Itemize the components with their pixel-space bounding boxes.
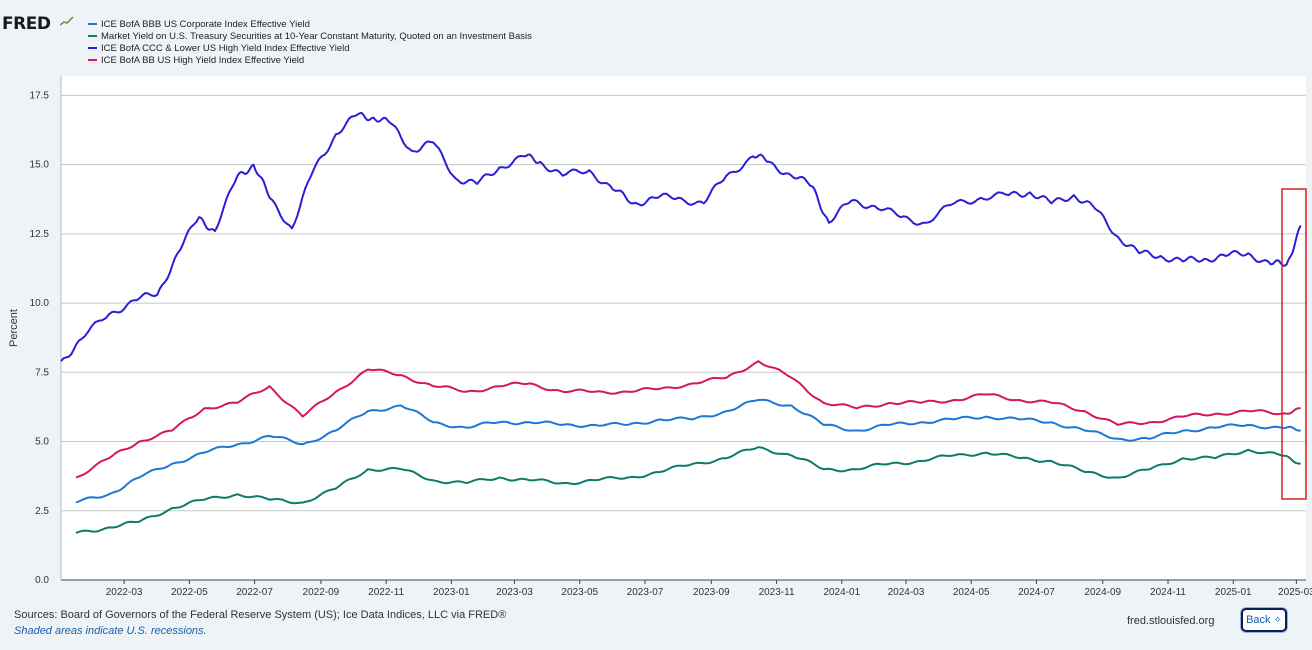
series-line-1 <box>75 398 1301 504</box>
y-tick-label: 10.0 <box>30 298 50 309</box>
x-tick-label: 2024-03 <box>888 587 925 598</box>
x-tick-label: 2024-07 <box>1018 587 1055 598</box>
x-tick-label: 2023-03 <box>496 587 533 598</box>
back-label: Back <box>1246 614 1271 626</box>
sources-note: Sources: Board of Governors of the Feder… <box>14 609 507 621</box>
legend-label: ICE BofA BBB US Corporate Index Effectiv… <box>101 18 310 30</box>
y-tick-label: 12.5 <box>30 229 50 240</box>
y-tick-label: 15.0 <box>30 160 50 171</box>
series-line-2 <box>75 446 1301 534</box>
y-tick-label: 2.5 <box>35 506 49 517</box>
x-tick-label: 2023-07 <box>627 587 664 598</box>
fred-logo[interactable]: FRED <box>2 14 51 34</box>
legend-swatch <box>88 47 97 49</box>
line-chart: 0.02.55.07.510.012.515.017.5 2022-03 2022… <box>8 76 1312 598</box>
y-tick-label: 17.5 <box>30 90 50 101</box>
y-tick-label: 5.0 <box>35 437 49 448</box>
x-tick-label: 2025-01 <box>1215 587 1252 598</box>
legend-item[interactable]: Market Yield on U.S. Treasury Securities… <box>88 30 532 42</box>
legend-item[interactable]: ICE BofA CCC & Lower US High Yield Index… <box>88 42 532 54</box>
x-tick-label: 2024-05 <box>953 587 990 598</box>
x-tick-label: 2023-05 <box>561 587 598 598</box>
chart-legend: ICE BofA BBB US Corporate Index Effectiv… <box>88 18 532 66</box>
x-tick-label: 2025-03 <box>1278 587 1312 598</box>
x-tick-label: 2024-09 <box>1084 587 1121 598</box>
back-button[interactable]: Back ✧ <box>1241 608 1287 632</box>
x-tick-label: 2022-03 <box>106 587 143 598</box>
legend-swatch <box>88 59 97 61</box>
x-tick-label: 2022-11 <box>368 587 404 598</box>
x-tick-label: 2022-07 <box>236 587 273 598</box>
x-tick-label: 2023-11 <box>759 587 795 598</box>
x-tick-label: 2023-09 <box>693 587 730 598</box>
x-axis-ticks: 2022-03 2022-05 2022-07 2022-09 2022-11 2023-… <box>106 580 1312 598</box>
legend-label: ICE BofA BB US High Yield Index Effectiv… <box>101 54 305 66</box>
fred-site-link[interactable]: fred.stlouisfed.org <box>1127 615 1215 627</box>
y-axis-ticks: 0.0 2.5 5.0 7.5 10.0 12.5 15.0 17.5 <box>30 90 50 586</box>
recession-note-link[interactable]: Shaded areas indicate U.S. recessions. <box>14 625 207 637</box>
y-tick-label: 0.0 <box>35 575 49 586</box>
x-tick-label: 2022-09 <box>303 587 340 598</box>
highlight-box <box>1281 188 1307 500</box>
plot-area <box>61 76 1306 580</box>
grid-lines <box>60 76 1306 581</box>
series-line-3 <box>60 111 1302 362</box>
legend-item[interactable]: ICE BofA BBB US Corporate Index Effectiv… <box>88 18 532 30</box>
x-tick-label: 2023-01 <box>433 587 470 598</box>
legend-swatch <box>88 23 97 25</box>
expand-arrows-icon: ✧ <box>1273 614 1282 626</box>
legend-label: ICE BofA CCC & Lower US High Yield Index… <box>101 42 350 54</box>
legend-label: Market Yield on U.S. Treasury Securities… <box>101 30 532 42</box>
x-tick-label: 2024-01 <box>823 587 860 598</box>
x-tick-label: 2022-05 <box>171 587 208 598</box>
y-axis-label: Percent <box>8 309 20 347</box>
legend-swatch <box>88 35 97 37</box>
chart-trend-icon <box>60 16 74 26</box>
x-tick-label: 2024-11 <box>1150 587 1186 598</box>
legend-item[interactable]: ICE BofA BB US High Yield Index Effectiv… <box>88 54 532 66</box>
series-line-4 <box>75 360 1301 479</box>
series-lines <box>60 111 1302 534</box>
y-tick-label: 7.5 <box>35 367 49 378</box>
